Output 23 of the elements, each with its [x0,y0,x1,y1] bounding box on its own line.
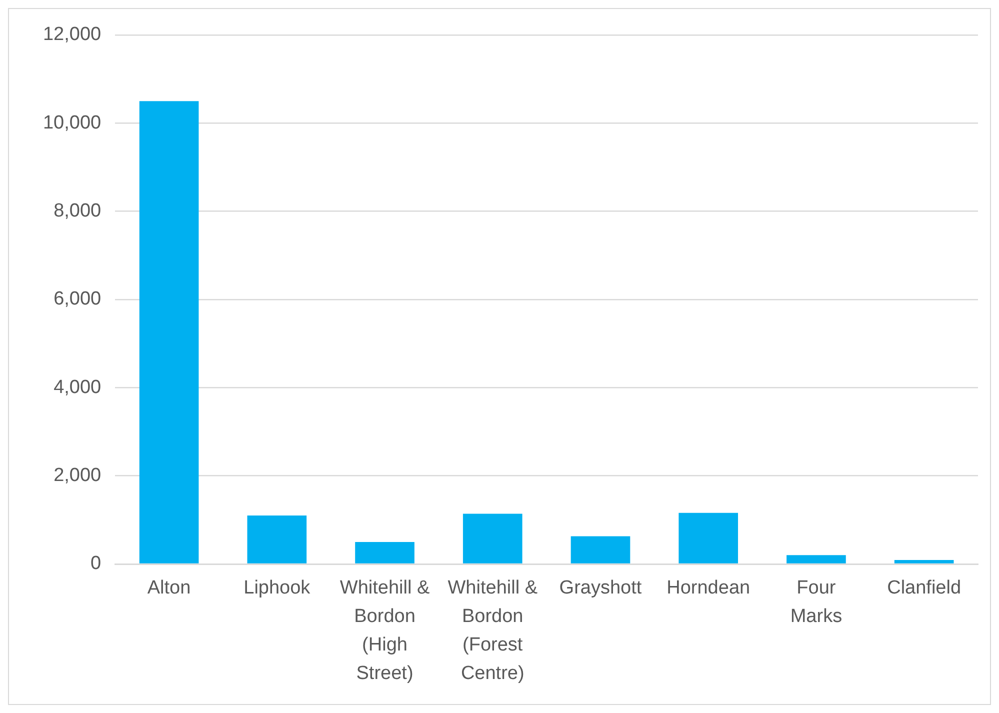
y-tick-label: 4,000 [54,376,102,398]
bar [462,514,522,564]
x-tick-label: Whitehill & Bordon (High Street) [340,577,430,684]
x-tick-label: Clanfield [887,577,962,598]
bar [247,516,307,564]
x-tick-label: Four Marks [790,577,842,627]
bar [894,560,954,564]
bar [355,542,414,564]
bar [786,555,846,564]
y-tick-label: 8,000 [54,200,102,222]
y-tick-label: 0 [90,553,102,574]
bar [678,512,738,564]
y-tick-label: 12,000 [42,24,102,46]
x-tick-label: Liphook [244,577,311,598]
y-tick-label: 6,000 [54,288,102,310]
bar [570,536,630,564]
x-tick-label: Horndean [666,577,750,598]
x-tick-label: Alton [147,577,191,598]
y-tick-label: 2,000 [54,465,102,486]
bar [139,101,199,564]
y-tick-label: 10,000 [42,112,102,134]
x-tick-label: Whitehill & Bordon (Forest Centre) [448,577,538,684]
x-tick-label: Grayshott [559,577,642,598]
